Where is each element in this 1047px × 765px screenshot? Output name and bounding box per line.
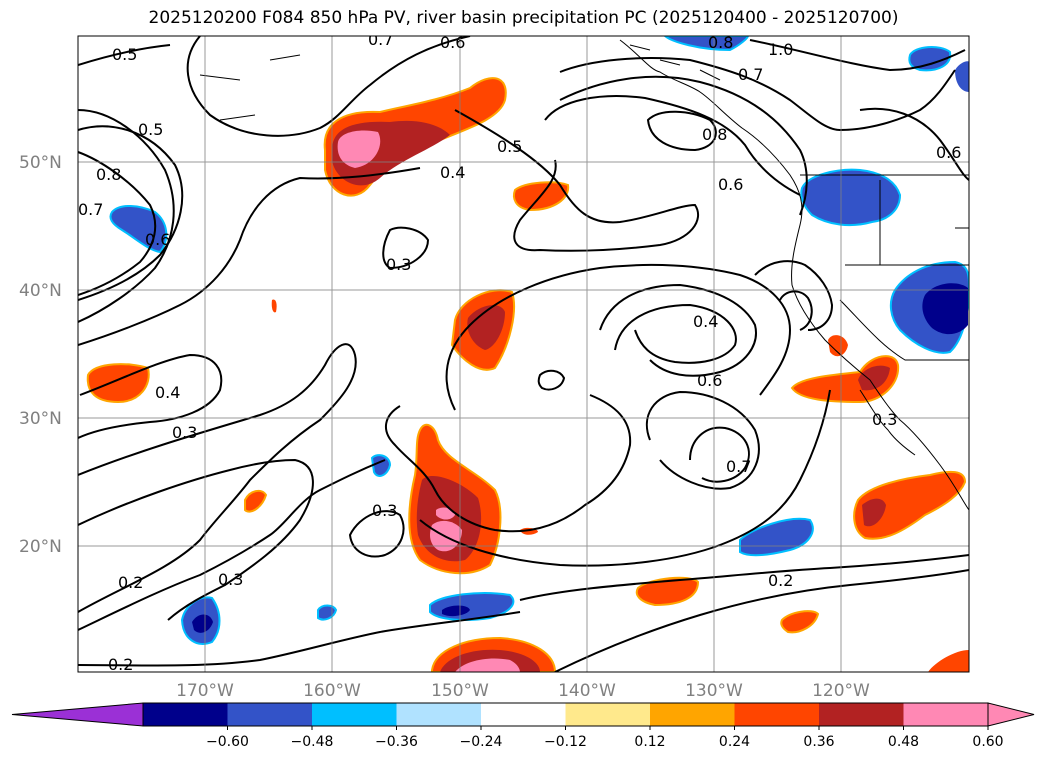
lon-label: 120°W [812, 681, 870, 701]
contour-label: 0.3 [372, 501, 397, 520]
lat-label: 20°N [19, 537, 62, 557]
map-content: 0.5 0.7 0.6 1.0 0.7 0.8 0.8 0.5 0.5 0.8 … [78, 30, 969, 674]
map-panel [78, 36, 969, 672]
latitude-labels: 50°N 40°N 30°N 20°N [19, 153, 62, 557]
negative-precip-shading [109, 36, 969, 645]
colorbar-bin [819, 703, 904, 726]
colorbar-tick-label: −0.60 [206, 734, 249, 750]
chart-title: 2025120200 F084 850 hPa PV, river basin … [148, 8, 899, 28]
colorbar-tick-label: −0.36 [375, 734, 418, 750]
contour-label: 0.5 [497, 137, 522, 156]
pv-contours [78, 36, 969, 672]
lon-label: 160°W [303, 681, 361, 701]
colorbar-tick-label: −0.48 [291, 734, 334, 750]
contour-label: 0.2 [768, 571, 793, 590]
lon-label: 130°W [685, 681, 743, 701]
contour-label: 0.8 [702, 125, 727, 144]
colorbar-under-extension [11, 702, 144, 727]
colorbar-tick-label: 0.48 [888, 734, 919, 750]
map-frame [77, 35, 970, 673]
colorbar-tick-label: −0.12 [544, 734, 587, 750]
contour-label: 0.7 [726, 457, 751, 476]
contour-label: 0.6 [145, 230, 170, 249]
colorbar-bin [312, 703, 397, 726]
lon-label: 150°W [431, 681, 489, 701]
colorbar-bin [481, 703, 566, 726]
contour-label: 0.4 [693, 312, 718, 331]
colorbar-bin [396, 703, 481, 726]
colorbar-over-extension [987, 702, 1035, 727]
contour-label: 0.6 [936, 143, 961, 162]
colorbar-bin [903, 703, 988, 726]
colorbar-tick-label: 0.60 [972, 734, 1003, 750]
contour-label: 0.7 [368, 30, 393, 49]
lat-label: 40°N [19, 281, 62, 301]
colorbar-bin [143, 703, 228, 726]
contour-labels: 0.5 0.7 0.6 1.0 0.7 0.8 0.8 0.5 0.5 0.8 … [78, 30, 961, 674]
graticule [78, 36, 969, 672]
colorbar-bin [227, 703, 312, 726]
colorbar-tick-label: 0.36 [803, 734, 834, 750]
contour-label: 0.6 [718, 175, 743, 194]
contour-label: 0.2 [108, 655, 133, 674]
lon-label: 170°W [176, 681, 234, 701]
contour-label: 0.6 [440, 33, 465, 52]
contour-label: 0.5 [138, 120, 163, 139]
contour-label: 0.3 [872, 410, 897, 429]
colorbar: −0.60 −0.48 −0.36 −0.24 −0.12 0.12 0.24 0.36 0.4… [11, 702, 1035, 750]
colorbar-tick-label: −0.24 [460, 734, 503, 750]
colorbar-tick-label: 0.12 [634, 734, 665, 750]
contour-label: 0.3 [172, 423, 197, 442]
contour-label: 0.4 [155, 383, 180, 402]
contour-label: 0.7 [78, 200, 103, 219]
colorbar-bins [142, 702, 989, 727]
contour-label: 0.6 [697, 371, 722, 390]
contour-label: 0.8 [708, 33, 733, 52]
colorbar-bin [565, 703, 650, 726]
colorbar-tick-label: 0.24 [719, 734, 750, 750]
contour-label: 0.3 [386, 255, 411, 274]
contour-label: 0.4 [440, 163, 465, 182]
contour-label: 1.0 [768, 40, 793, 59]
coastlines [199, 39, 969, 511]
longitude-labels: 170°W 160°W 150°W 140°W 130°W 120°W [176, 681, 870, 701]
contour-label: 0.8 [96, 165, 121, 184]
lat-label: 50°N [19, 153, 62, 173]
lon-label: 140°W [558, 681, 616, 701]
contour-label: 0.3 [218, 570, 243, 589]
lat-label: 30°N [19, 409, 62, 429]
colorbar-ticks: −0.60 −0.48 −0.36 −0.24 −0.12 0.12 0.24 0.36 0.4… [206, 726, 1004, 750]
colorbar-bin [734, 703, 819, 726]
contour-label: 0.5 [112, 45, 137, 64]
positive-precip-shading [86, 77, 969, 672]
contour-label: 0.7 [738, 65, 763, 84]
contour-label: 0.2 [118, 573, 143, 592]
colorbar-bin [650, 703, 735, 726]
